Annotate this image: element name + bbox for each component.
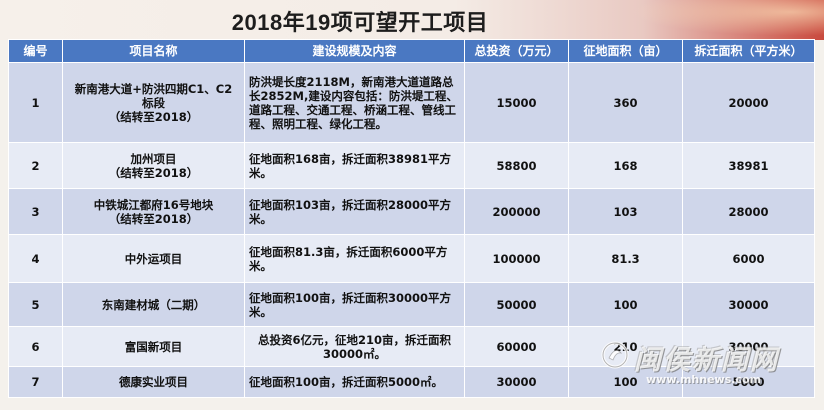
project-name-text: 加州项目 （结转至2018）: [108, 151, 199, 180]
cell-project-name: 加州项目 （结转至2018）: [62, 142, 245, 189]
cell-scope: 征地面积103亩，拆迁面积28000平方米。: [244, 188, 465, 235]
cell-investment: 200000: [464, 188, 569, 235]
cell-number: 3: [8, 188, 63, 235]
cell-demolition-area: 30000: [682, 282, 815, 327]
table-row: 4 中外运项目 征地面积81.3亩，拆迁面积6000平方米。 100000 81…: [8, 234, 815, 283]
cell-investment: 60000: [464, 326, 569, 367]
project-name-text: 东南建材城（二期）: [101, 297, 206, 312]
cell-demolition-area: 5000: [682, 366, 815, 398]
cell-project-name: 富国新项目: [62, 326, 245, 367]
project-name-text: 中铁城江都府16号地块 （结转至2018）: [93, 197, 214, 226]
cell-project-name: 新南港大道+防洪四期C1、C2 标段 （结转至2018）: [62, 62, 245, 143]
cell-number: 5: [8, 282, 63, 327]
cell-demolition-area: 28000: [682, 188, 815, 235]
table-row: 7 德康实业项目 征地面积100亩，拆迁面积5000㎡。 30000 100 5…: [8, 366, 815, 398]
cell-demolition-area: 20000: [682, 62, 815, 143]
project-table: 编号 项目名称 建设规模及内容 总投资（万元） 征地面积（亩） 拆迁面积（平方米…: [8, 39, 815, 398]
watermark-logo-icon: [601, 341, 629, 369]
cell-number: 7: [8, 366, 63, 398]
cell-land-area: 168: [568, 142, 683, 189]
table-row: 3 中铁城江都府16号地块 （结转至2018） 征地面积103亩，拆迁面积280…: [8, 188, 815, 235]
cell-investment: 30000: [464, 366, 569, 398]
cell-scope: 防洪堤长度2118M，新南港大道道路总长2852M,建设内容包括：防洪堤工程、道…: [244, 62, 465, 143]
cell-number: 1: [8, 62, 63, 143]
header-background: [0, 0, 824, 40]
cell-demolition-area: 6000: [682, 234, 815, 283]
table-row: 6 富国新项目 总投资6亿元，征地210亩，拆迁面积30000㎡。 60000 …: [8, 326, 815, 367]
project-name-text: 富国新项目: [124, 339, 183, 354]
cell-land-area: 103: [568, 188, 683, 235]
project-name-text: 新南港大道+防洪四期C1、C2 标段 （结转至2018）: [74, 81, 233, 124]
header-project-name: 项目名称: [62, 39, 245, 63]
cell-scope: 征地面积100亩，拆迁面积5000㎡。: [244, 366, 465, 398]
project-name-text: 中外运项目: [124, 251, 183, 266]
site-watermark: 闽侯新闻网 www.mhnews.com: [600, 334, 810, 398]
cell-project-name: 东南建材城（二期）: [62, 282, 245, 327]
cell-number: 2: [8, 142, 63, 189]
watermark-url: www.mhnews.com: [646, 373, 761, 386]
watermark-text: 闽侯新闻网: [634, 345, 779, 376]
cell-land-area: 100: [568, 366, 683, 398]
cell-scope: 征地面积100亩，拆迁面积30000平方米。: [244, 282, 465, 327]
table-row: 5 东南建材城（二期） 征地面积100亩，拆迁面积30000平方米。 50000…: [8, 282, 815, 327]
header-investment: 总投资（万元）: [464, 39, 569, 63]
cell-scope: 征地面积81.3亩，拆迁面积6000平方米。: [244, 234, 465, 283]
cell-number: 6: [8, 326, 63, 367]
cell-demolition-area: 38981: [682, 142, 815, 189]
cell-project-name: 德康实业项目: [62, 366, 245, 398]
cell-land-area: 81.3: [568, 234, 683, 283]
header-demolition-area: 拆迁面积（平方米）: [682, 39, 815, 63]
page-title: 2018年19项可望开工项目: [231, 10, 489, 35]
cell-land-area: 360: [568, 62, 683, 143]
cell-investment: 15000: [464, 62, 569, 143]
table-row: 2 加州项目 （结转至2018） 征地面积168亩，拆迁面积38981平方米。 …: [8, 142, 815, 189]
cell-land-area: 100: [568, 282, 683, 327]
header-number: 编号: [8, 39, 63, 63]
header-scope: 建设规模及内容: [244, 39, 465, 63]
table-row: 1 新南港大道+防洪四期C1、C2 标段 （结转至2018） 防洪堤长度2118…: [8, 62, 815, 143]
cell-investment: 50000: [464, 282, 569, 327]
cell-investment: 58800: [464, 142, 569, 189]
header-land-area: 征地面积（亩）: [568, 39, 683, 63]
cell-scope: 征地面积168亩，拆迁面积38981平方米。: [244, 142, 465, 189]
cell-project-name: 中铁城江都府16号地块 （结转至2018）: [62, 188, 245, 235]
cell-investment: 100000: [464, 234, 569, 283]
cell-demolition-area: 30000: [682, 326, 815, 367]
cell-project-name: 中外运项目: [62, 234, 245, 283]
cell-scope: 总投资6亿元，征地210亩，拆迁面积30000㎡。: [244, 326, 465, 367]
table-header-row: 编号 项目名称 建设规模及内容 总投资（万元） 征地面积（亩） 拆迁面积（平方米…: [8, 39, 815, 63]
cell-number: 4: [8, 234, 63, 283]
project-name-text: 德康实业项目: [119, 375, 188, 389]
